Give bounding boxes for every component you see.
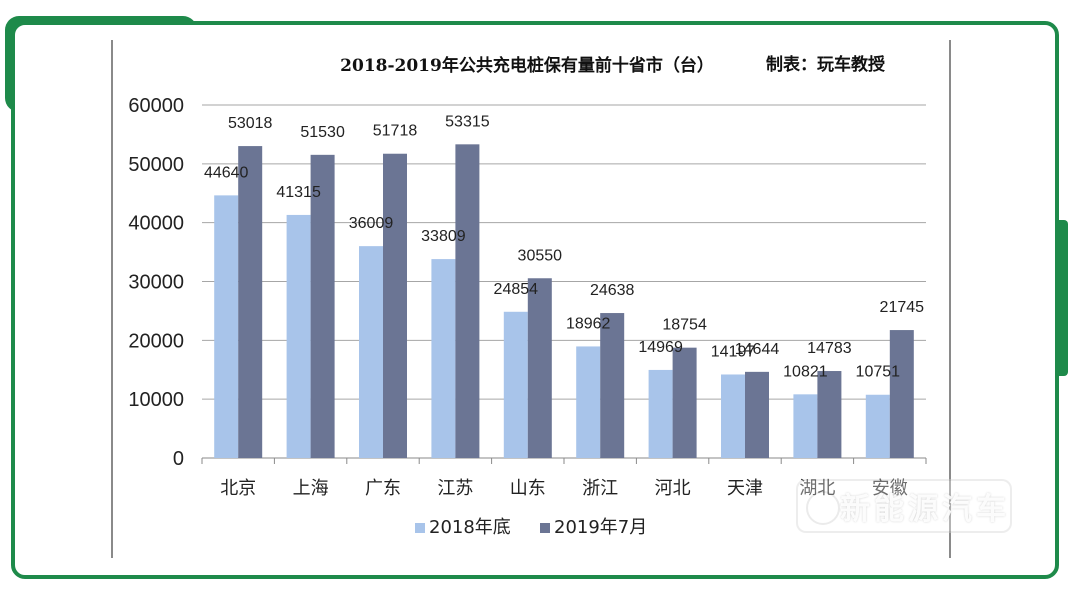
bar-series2 (745, 371, 769, 458)
chart-title: 2018-2019年公共充电桩保有量前十省市（台） (340, 55, 714, 76)
bar-series1 (793, 394, 818, 458)
legend-swatch (540, 523, 550, 533)
data-label: 10821 (783, 363, 828, 380)
data-label: 53018 (228, 115, 273, 132)
y-tick-label: 60000 (128, 95, 184, 117)
data-label: 24638 (590, 282, 635, 299)
bar-series1 (503, 311, 528, 458)
y-tick-label: 0 (173, 448, 184, 470)
bars (214, 144, 914, 459)
data-label: 14783 (807, 340, 852, 357)
bar-series2 (310, 154, 335, 458)
legend-label: 2018年底 (429, 517, 511, 538)
x-axis-categories: 北京 上海 广东 江苏 山东 浙江 河北 天津 湖北 安徽 (220, 478, 908, 499)
data-label: 51718 (373, 123, 418, 140)
data-label: 14969 (638, 339, 683, 356)
bar-series2 (383, 153, 407, 458)
x-category-label: 江苏 (437, 478, 473, 499)
x-category-label: 安徽 (872, 478, 908, 499)
data-labels: 44640 53018 41315 51530 36009 51718 33809 53315… (204, 113, 924, 380)
y-tick-label: 10000 (128, 389, 184, 411)
bar-series1 (576, 346, 601, 458)
x-category-label: 广东 (365, 478, 401, 499)
y-tick-label: 20000 (128, 330, 184, 352)
data-label: 21745 (880, 299, 925, 316)
data-label: 14197 (711, 343, 756, 360)
y-tick-label: 50000 (128, 154, 184, 176)
data-label: 10751 (856, 364, 901, 381)
bar-series2 (889, 330, 914, 458)
bar-series1 (359, 246, 383, 458)
data-label: 44640 (204, 164, 249, 181)
watermark-text: 新能源汽车 (840, 492, 1010, 527)
bar-series2 (455, 144, 480, 458)
bar-series1 (865, 394, 890, 458)
y-tick-label: 40000 (128, 213, 184, 235)
watermark: 新能源汽车 (796, 479, 1012, 533)
y-tick-label: 30000 (128, 272, 184, 294)
divider-right (949, 40, 951, 558)
x-category-label: 北京 (220, 478, 256, 499)
legend-label: 2019年7月 (554, 517, 647, 538)
data-label: 24854 (494, 281, 539, 298)
legend-swatch (415, 523, 425, 533)
x-category-label: 河北 (655, 478, 691, 499)
bar-series1 (648, 369, 673, 458)
x-category-label: 山东 (510, 478, 546, 499)
bar-series1 (431, 259, 456, 458)
data-label: 36009 (349, 215, 394, 232)
data-label: 30550 (518, 247, 563, 264)
y-axis-ticks: 0 10000 20000 30000 40000 50000 60000 (128, 95, 184, 470)
bar-series1 (214, 195, 239, 459)
bar-series2 (238, 146, 263, 458)
bar-series1 (721, 374, 745, 458)
bar-series2 (600, 313, 625, 458)
bar-series2 (672, 347, 697, 458)
data-label: 51530 (300, 124, 345, 141)
data-label: 41315 (276, 184, 321, 201)
x-category-label: 天津 (727, 478, 763, 499)
data-label: 18962 (566, 315, 611, 332)
bar-series2 (527, 278, 552, 458)
divider-left (111, 40, 113, 558)
watermark-logo-icon (806, 491, 840, 525)
x-category-label: 浙江 (582, 478, 618, 499)
bar-series1 (286, 214, 311, 458)
data-label: 33809 (421, 228, 466, 245)
legend: 2018年底 2019年7月 (415, 517, 647, 538)
x-category-label: 上海 (293, 478, 329, 499)
data-label: 53315 (445, 113, 490, 130)
data-label: 14644 (735, 341, 780, 358)
chart-credit: 制表：玩车教授 (766, 54, 886, 75)
data-label: 18754 (662, 317, 707, 334)
bar-series2 (817, 371, 842, 458)
